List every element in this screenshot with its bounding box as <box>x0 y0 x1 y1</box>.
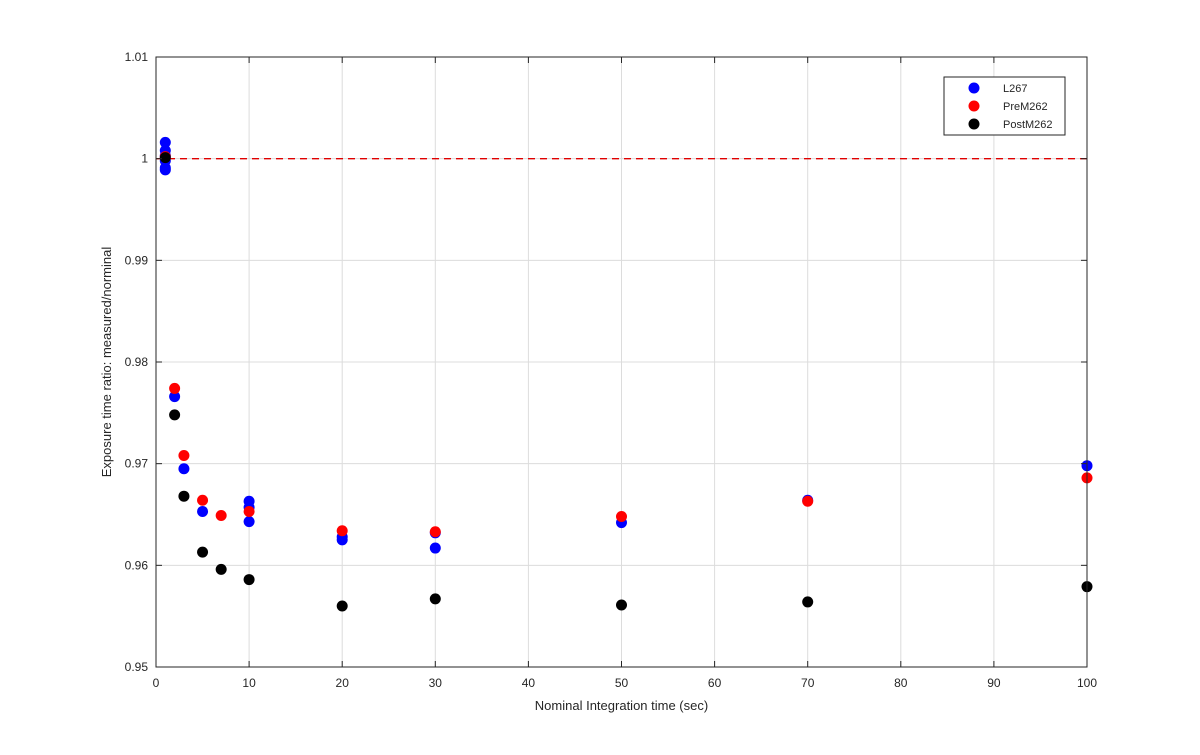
legend-marker <box>968 82 980 94</box>
data-point <box>197 494 209 506</box>
data-point <box>243 516 255 528</box>
data-point <box>159 136 171 148</box>
legend-label: L267 <box>1003 83 1027 95</box>
y-tick-label: 0.99 <box>125 253 149 267</box>
x-tick-label: 10 <box>242 676 256 690</box>
data-point <box>169 391 181 403</box>
x-axis-title: Nominal Integration time (sec) <box>535 698 708 713</box>
y-axis-title: Exposure time ratio: measured/norminal <box>99 247 114 478</box>
data-point <box>178 490 190 502</box>
series-postm262 <box>159 152 1093 612</box>
y-tick-label: 0.97 <box>125 457 149 471</box>
series-prem262 <box>159 151 1093 538</box>
legend-label: PostM262 <box>1003 119 1053 131</box>
data-point <box>159 152 171 164</box>
axis-ticks: 0 10 20 30 40 50 60 70 80 90 100 0.95 0.96 0.97 0.98 0.… <box>125 50 1098 690</box>
legend-box <box>943 76 1066 136</box>
data-point <box>197 546 209 558</box>
legend-marker <box>968 118 980 130</box>
x-tick-label: 70 <box>801 676 815 690</box>
data-point <box>802 596 814 608</box>
data-point <box>429 542 441 554</box>
data-point <box>616 599 627 611</box>
data-point <box>243 505 255 517</box>
y-tick-label: 0.95 <box>125 660 149 674</box>
x-tick-label: 20 <box>336 676 350 690</box>
data-point <box>215 563 227 575</box>
y-tick-label: 1 <box>141 152 148 166</box>
x-tick-label: 90 <box>987 676 1001 690</box>
data-point <box>169 382 181 394</box>
x-tick-label: 60 <box>708 676 722 690</box>
data-point <box>169 409 181 421</box>
data-point <box>802 495 814 507</box>
x-tick-label: 30 <box>429 676 443 690</box>
legend-label: PreM262 <box>1003 101 1048 113</box>
legend: L267 PreM262 PostM262 <box>943 76 1066 136</box>
data-point <box>178 450 190 462</box>
data-point <box>197 505 209 517</box>
data-point <box>215 510 227 522</box>
data-point <box>336 600 348 612</box>
x-tick-label: 100 <box>1077 676 1097 690</box>
data-point <box>178 463 190 475</box>
data-point <box>243 574 255 586</box>
data-point <box>336 525 348 537</box>
x-tick-label: 80 <box>894 676 908 690</box>
data-point <box>159 164 171 176</box>
data-points <box>159 136 1093 612</box>
legend-marker <box>968 100 980 112</box>
x-tick-label: 40 <box>522 676 536 690</box>
y-tick-label: 1.01 <box>125 50 149 64</box>
y-tick-label: 0.98 <box>125 355 149 369</box>
x-tick-label: 50 <box>615 676 629 690</box>
x-tick-label: 0 <box>153 676 160 690</box>
data-point <box>616 511 627 523</box>
data-point <box>429 593 441 605</box>
data-point <box>429 526 441 538</box>
y-tick-label: 0.96 <box>125 558 149 572</box>
